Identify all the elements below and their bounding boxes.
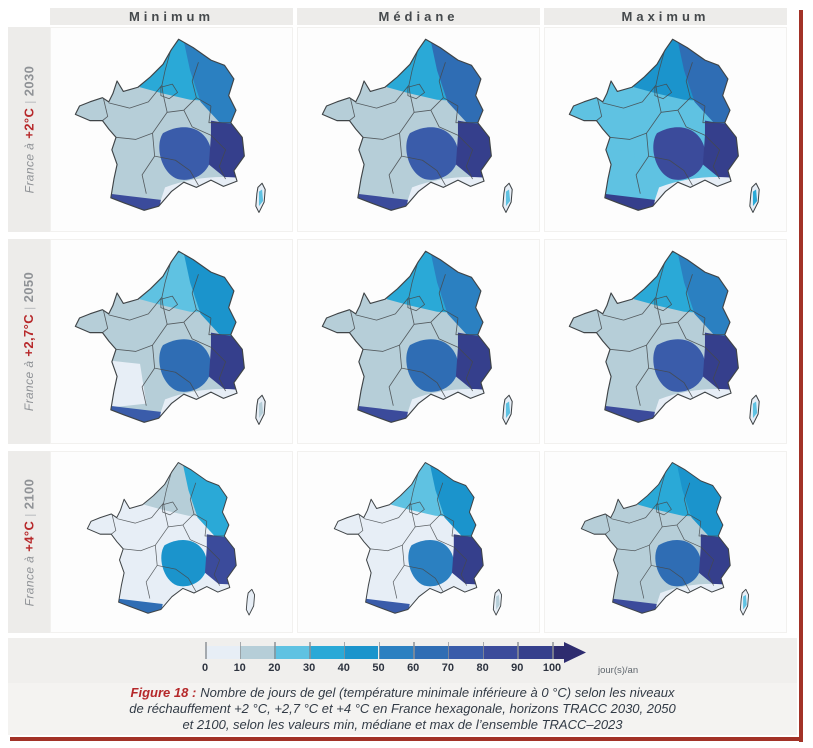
france-map bbox=[580, 462, 749, 616]
frame-border-right bbox=[799, 10, 803, 742]
legend-tick-label-20: 20 bbox=[268, 662, 281, 674]
france-map bbox=[86, 462, 255, 616]
legend-segment-10 bbox=[239, 646, 275, 659]
figure-number-label: Figure 18 : bbox=[130, 685, 197, 700]
row-label-2100: France à +4°C | 2100 bbox=[8, 451, 50, 633]
map-panel-minimum-2050 bbox=[50, 239, 293, 444]
legend-tick-label-40: 40 bbox=[337, 662, 350, 674]
france-map bbox=[333, 462, 502, 616]
column-header-maximum: Maximum bbox=[544, 8, 787, 25]
map-panel-maximum-2050 bbox=[544, 239, 787, 444]
legend-arrow bbox=[552, 642, 586, 663]
legend-segment-60 bbox=[413, 646, 448, 659]
legend-tick bbox=[517, 642, 519, 659]
legend-segment-50 bbox=[378, 646, 414, 659]
caption-line-3: et 2100, selon les valeurs min, médiane … bbox=[182, 717, 623, 732]
legend-tick bbox=[239, 642, 242, 659]
row-label-separator: | bbox=[22, 306, 37, 310]
legend-tick bbox=[552, 642, 554, 659]
legend-tick-label-90: 90 bbox=[511, 662, 524, 674]
map-panel-mediane-2050 bbox=[297, 239, 540, 444]
legend-segment-0 bbox=[205, 646, 240, 659]
caption-text: Nombre de jours de gel (température mini… bbox=[200, 685, 675, 700]
row-label-text: France à +2°C | 2030 bbox=[22, 66, 37, 194]
france-map bbox=[568, 38, 760, 213]
row-label-temp: +2,7°C bbox=[21, 313, 37, 357]
row-label-separator: | bbox=[22, 100, 37, 104]
legend-tick bbox=[482, 642, 485, 659]
caption-line-1: Figure 18 : Nombre de jours de gel (tempé… bbox=[131, 685, 675, 701]
column-header-minimum: Minimum bbox=[50, 8, 293, 25]
legend-segment-90 bbox=[517, 646, 552, 659]
legend-tick-label-60: 60 bbox=[407, 662, 420, 674]
row-label-year: 2050 bbox=[21, 271, 37, 303]
column-header-mediane: Médiane bbox=[297, 8, 540, 25]
row-label-year: 2030 bbox=[21, 65, 37, 97]
france-map bbox=[74, 38, 266, 213]
france-map bbox=[568, 250, 760, 425]
legend-segment-20 bbox=[274, 646, 310, 659]
legend-tick bbox=[378, 642, 380, 659]
legend-tick bbox=[413, 642, 415, 659]
row-label-prefix: France à bbox=[22, 142, 37, 194]
legend-tick-label-100: 100 bbox=[542, 662, 562, 674]
row-label-2050: France à +2,7°C | 2050 bbox=[8, 239, 50, 444]
row-label-2030: France à +2°C | 2030 bbox=[8, 27, 50, 232]
row-label-temp: +4°C bbox=[21, 520, 37, 552]
legend-tick bbox=[309, 642, 311, 659]
france-map bbox=[321, 250, 513, 425]
legend-tick bbox=[343, 642, 346, 659]
legend-segment-40 bbox=[343, 646, 379, 659]
caption-line-2: de réchauffement +2 °C, +2,7 °C et +4 °C… bbox=[129, 701, 676, 716]
row-label-separator: | bbox=[22, 512, 37, 517]
map-panel-mediane-2100 bbox=[297, 451, 540, 633]
row-label-text: France à +4°C | 2100 bbox=[22, 478, 37, 606]
row-label-prefix: France à bbox=[22, 555, 37, 606]
legend-tick-label-50: 50 bbox=[372, 662, 385, 674]
row-label-temp: +2°C bbox=[21, 107, 37, 139]
legend-tick-label-10: 10 bbox=[233, 662, 246, 674]
map-panel-minimum-2100 bbox=[50, 451, 293, 633]
legend-tick bbox=[274, 642, 276, 659]
legend-segment-80 bbox=[482, 646, 518, 659]
legend-tick-label-0: 0 bbox=[201, 662, 209, 674]
france-map bbox=[321, 38, 513, 213]
legend-unit-label: jour(s)/an bbox=[598, 665, 639, 676]
legend-tick-label-80: 80 bbox=[476, 662, 489, 674]
frame-border-bottom bbox=[10, 737, 803, 741]
legend-segment-70 bbox=[447, 646, 483, 659]
map-panel-maximum-2030 bbox=[544, 27, 787, 232]
legend-tick-label-30: 30 bbox=[302, 662, 316, 674]
row-label-prefix: France à bbox=[22, 360, 37, 412]
row-label-text: France à +2,7°C | 2050 bbox=[22, 272, 37, 411]
legend-tick-label-70: 70 bbox=[441, 662, 455, 674]
legend-tick bbox=[205, 642, 207, 659]
map-panel-minimum-2030 bbox=[50, 27, 293, 232]
legend-tick bbox=[447, 642, 450, 659]
france-map bbox=[74, 250, 266, 425]
legend-segment-30 bbox=[309, 646, 344, 659]
map-panel-maximum-2100 bbox=[544, 451, 787, 633]
map-panel-mediane-2030 bbox=[297, 27, 540, 232]
row-label-year: 2100 bbox=[21, 478, 37, 509]
figure-caption: Figure 18 : Nombre de jours de gel (tempé… bbox=[8, 683, 797, 735]
legend-colorbar: jour(s)/an 0 10 20 30 40 50 60 70 80 90 100 bbox=[8, 638, 797, 683]
